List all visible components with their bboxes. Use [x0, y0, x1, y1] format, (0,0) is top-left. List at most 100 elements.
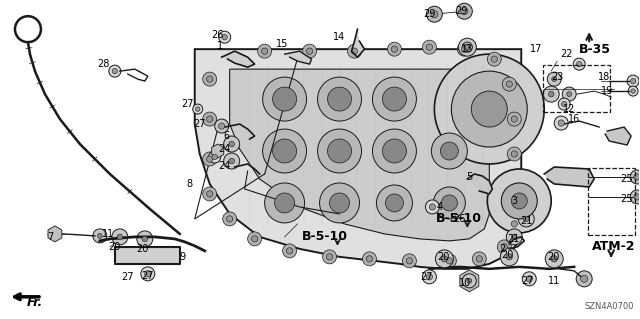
Circle shape	[303, 44, 317, 58]
Text: 20: 20	[547, 252, 559, 262]
Circle shape	[223, 212, 237, 226]
Circle shape	[209, 151, 221, 163]
Text: 26: 26	[211, 30, 224, 40]
Circle shape	[362, 252, 376, 266]
Circle shape	[543, 86, 559, 102]
Text: 5: 5	[466, 172, 472, 182]
Circle shape	[501, 183, 537, 219]
Circle shape	[491, 56, 497, 62]
Circle shape	[458, 42, 471, 56]
Text: 27: 27	[141, 271, 154, 281]
Text: 2: 2	[499, 244, 506, 254]
Circle shape	[545, 250, 563, 268]
Text: 18: 18	[598, 72, 611, 82]
Circle shape	[508, 147, 521, 161]
Text: 21: 21	[507, 234, 520, 244]
Circle shape	[442, 254, 456, 268]
Polygon shape	[195, 49, 521, 269]
Circle shape	[372, 129, 417, 173]
Circle shape	[203, 112, 217, 126]
Polygon shape	[467, 174, 492, 194]
Circle shape	[446, 258, 452, 264]
Circle shape	[461, 46, 467, 52]
Circle shape	[471, 91, 508, 127]
Text: 20: 20	[437, 252, 449, 262]
Circle shape	[435, 250, 453, 268]
Circle shape	[248, 232, 262, 246]
Circle shape	[476, 256, 483, 262]
Circle shape	[634, 174, 640, 180]
Circle shape	[218, 123, 225, 129]
Circle shape	[203, 152, 217, 166]
Circle shape	[406, 258, 413, 264]
Circle shape	[462, 42, 472, 52]
Text: 1: 1	[216, 41, 223, 51]
Circle shape	[422, 270, 436, 284]
Circle shape	[506, 229, 522, 245]
Circle shape	[561, 101, 567, 107]
Circle shape	[307, 48, 313, 54]
Circle shape	[431, 11, 438, 18]
Circle shape	[506, 254, 513, 260]
Text: 26: 26	[453, 214, 465, 224]
Circle shape	[506, 81, 513, 87]
Circle shape	[511, 186, 517, 192]
Circle shape	[207, 76, 213, 82]
Circle shape	[511, 151, 517, 157]
Circle shape	[214, 119, 228, 133]
Circle shape	[573, 58, 585, 70]
Text: B-5-10: B-5-10	[436, 212, 483, 226]
Circle shape	[317, 129, 362, 173]
Circle shape	[426, 200, 440, 214]
Circle shape	[461, 8, 468, 15]
Text: 20: 20	[109, 242, 121, 252]
Circle shape	[433, 187, 465, 219]
Circle shape	[262, 129, 307, 173]
Circle shape	[330, 193, 349, 213]
Circle shape	[634, 194, 640, 200]
Text: 25: 25	[620, 194, 632, 204]
Text: B-35: B-35	[579, 43, 611, 56]
Text: 24: 24	[218, 161, 231, 171]
Circle shape	[258, 44, 271, 58]
Circle shape	[442, 195, 458, 211]
Polygon shape	[285, 51, 312, 64]
Circle shape	[431, 133, 467, 169]
Text: 16: 16	[568, 114, 580, 124]
Circle shape	[456, 3, 472, 19]
Text: 10: 10	[460, 278, 472, 288]
Text: 13: 13	[461, 44, 474, 54]
Text: 23: 23	[551, 72, 563, 82]
Circle shape	[93, 229, 107, 243]
Circle shape	[522, 272, 536, 286]
Circle shape	[383, 87, 406, 111]
Circle shape	[145, 271, 151, 277]
Circle shape	[328, 87, 351, 111]
Polygon shape	[221, 51, 255, 67]
Circle shape	[212, 154, 218, 160]
Text: 27: 27	[122, 272, 134, 282]
Circle shape	[472, 252, 486, 266]
Circle shape	[580, 275, 588, 282]
Circle shape	[385, 194, 403, 212]
Circle shape	[458, 38, 476, 56]
Circle shape	[207, 191, 213, 197]
Circle shape	[195, 107, 200, 111]
Circle shape	[283, 244, 296, 258]
Text: 3: 3	[511, 196, 517, 206]
Polygon shape	[230, 69, 490, 241]
Circle shape	[326, 254, 333, 260]
Polygon shape	[605, 127, 631, 145]
Circle shape	[219, 31, 230, 43]
Circle shape	[511, 234, 517, 240]
Circle shape	[112, 69, 118, 74]
Circle shape	[465, 45, 470, 49]
Circle shape	[137, 231, 153, 247]
Circle shape	[273, 87, 296, 111]
Circle shape	[631, 89, 636, 93]
Circle shape	[551, 256, 557, 262]
Circle shape	[319, 183, 360, 223]
Text: 22: 22	[560, 49, 572, 59]
Circle shape	[227, 216, 233, 222]
Circle shape	[630, 170, 640, 184]
